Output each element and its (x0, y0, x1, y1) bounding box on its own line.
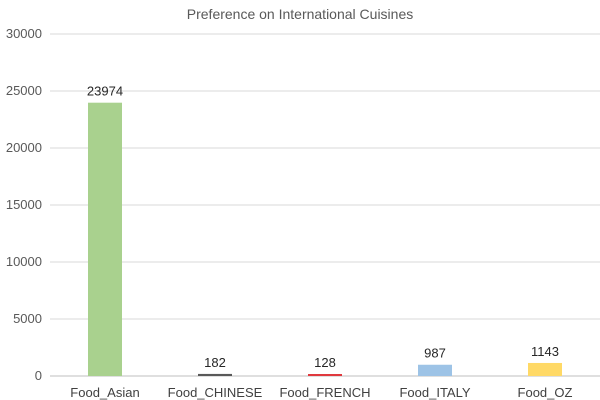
data-labels: 23974 182 128 987 1143 (87, 84, 559, 370)
category-label: Food_ITALY (399, 385, 470, 400)
y-tick-label: 0 (35, 368, 42, 383)
bar (198, 373, 232, 376)
y-tick-label: 10000 (6, 254, 42, 269)
data-label: 987 (424, 346, 446, 361)
category-label: Food_Asian (70, 385, 139, 400)
bars (88, 102, 562, 376)
gridlines (50, 33, 600, 320)
data-label: 182 (204, 355, 226, 370)
chart-title: Preference on International Cuisines (187, 6, 413, 22)
y-axis-ticks: 0 5000 10000 15000 20000 25000 30000 (6, 26, 42, 383)
category-label: Food_CHINESE (168, 385, 263, 400)
bar (418, 364, 452, 376)
x-axis-categories: Food_Asian Food_CHINESE Food_FRENCH Food_IT… (70, 385, 572, 400)
category-label: Food_OZ (518, 385, 573, 400)
y-tick-label: 30000 (6, 26, 42, 41)
category-label: Food_FRENCH (279, 385, 370, 400)
data-label: 23974 (87, 84, 123, 99)
bar (528, 362, 562, 376)
data-label: 128 (314, 355, 336, 370)
y-tick-label: 20000 (6, 140, 42, 155)
y-tick-label: 25000 (6, 83, 42, 98)
data-label: 1143 (531, 344, 559, 359)
y-tick-label: 5000 (13, 311, 42, 326)
bar (308, 374, 342, 376)
y-tick-label: 15000 (6, 197, 42, 212)
bar (88, 102, 122, 376)
